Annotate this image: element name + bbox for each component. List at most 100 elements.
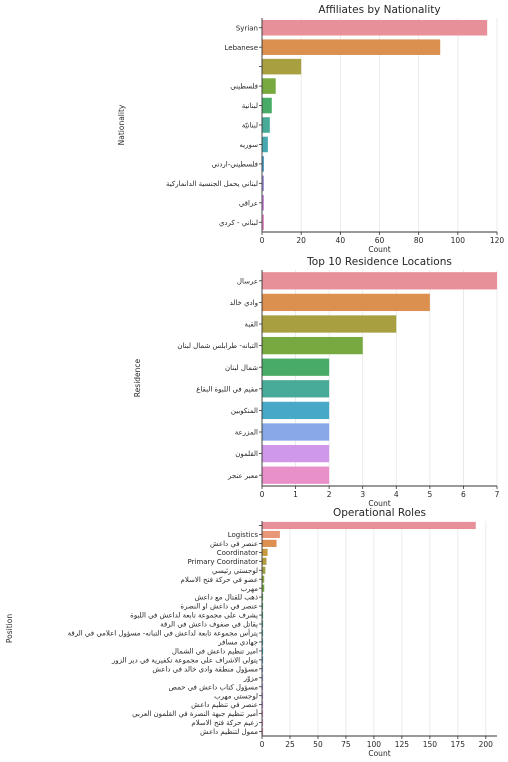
category-label: أمير تنظيم جبهة النصرة في القلمون العربي [132,709,258,718]
bar [262,175,264,192]
bar [262,647,264,655]
category-label: لبناني يحمل الجنسية الدانماركية [166,180,258,188]
x-tick-label: 7 [495,490,500,499]
category-label: معبر عنجر [227,472,258,480]
category-label: جهادي مسافر [217,639,258,647]
category-label: يشرف على مجموعة تابعة لداعش في اللبوة [130,612,258,620]
category-label: شمال لبنان [225,364,258,372]
category-label: مزوّر [243,674,259,682]
category-label: Syrian [236,24,258,32]
category-label: يقاتل في صفوف داعش في الرقة [160,621,258,629]
category-label: زعيم حركة فتح الاسلام [191,719,258,727]
y-axis-label: Position [5,614,14,643]
bar [262,656,264,664]
bar [262,710,264,718]
bar [262,683,264,691]
x-tick-label: 120 [490,236,505,245]
x-tick-label: 175 [451,740,466,749]
bar [262,423,330,441]
category-label: فلسطيني [230,83,258,91]
bar [262,336,363,355]
x-tick-label: 2 [327,490,332,499]
category-label: ممول لتنظيم داعش [200,728,258,736]
category-label: عراقي [239,199,258,207]
bar [262,444,330,463]
bar [262,539,277,547]
x-tick-label: 6 [461,490,466,499]
category-label: وادي خالد [230,299,258,307]
category-label: Logistics [228,531,259,539]
x-tick-label: 0 [260,236,265,245]
category-label: مهرب [241,585,259,593]
category-label: مسؤول كتاب داعش في حمص [169,683,259,691]
category-label: لبنانية [242,102,258,110]
bar [262,19,488,36]
chart-1: Syrian Lebanese فلسطيني لبنانية لبنانيّة سوري… [117,4,504,254]
y-axis-label: Nationality [117,104,126,145]
category-label: عنصر في تنظيم داعش [191,701,258,709]
bar [262,692,264,700]
category-label: عنصر في داعش او النصرة [180,603,258,611]
bar [262,557,267,565]
x-tick-label: 4 [394,490,399,499]
chart-title: Operational Roles [333,507,426,519]
x-tick-label: 50 [313,740,323,749]
bar [262,701,264,709]
x-tick-label: 20 [296,236,306,245]
bar [262,195,264,211]
bar [262,602,264,610]
bar [262,727,264,736]
chart-title: Affiliates by Nationality [318,4,440,16]
chart-2: عرسال وادي خالد القبة التبانه- طرابلس شمال … [133,256,500,508]
bar [262,575,265,583]
category-label: يتولى الاشراف على مجموعة تكفيرية في دير … [111,656,258,664]
category-label: امير تنظيم داعش في الشمال [172,647,258,655]
x-axis-label: Count [368,749,390,758]
category-label: Coordinator [217,549,258,557]
bar [262,593,264,601]
bar [262,521,476,530]
bar [262,156,264,172]
x-tick-label: 75 [341,740,351,749]
x-tick-label: 40 [336,236,346,245]
bar [262,272,497,290]
x-axis-label: Count [368,499,390,508]
category-label: Primary Coordinator [187,558,258,566]
bar [262,97,272,114]
category-label: المنكوبين [231,407,258,415]
category-label: Lebanese [224,44,258,52]
bar [262,548,268,556]
x-tick-label: 0 [260,490,265,499]
x-tick-label: 5 [427,490,432,499]
bar [262,117,270,133]
category-label: القبة [245,321,259,329]
category-label: لوجستي مهرب [214,692,258,700]
category-label: عنصر في داعش [210,540,258,548]
category-label: لبنانيّة [242,121,258,129]
bar [262,401,330,420]
bar [262,638,264,646]
category-label: مسؤول منطقة وادي خالد في داعش [152,665,258,673]
category-label: عرسال [237,277,258,285]
category-label: لوجستي رئيسي [212,567,258,575]
bar [262,674,264,682]
x-tick-label: 100 [451,236,466,245]
chart-title: Top 10 Residence Locations [306,256,452,268]
bar [262,58,302,75]
bar [262,315,397,333]
x-tick-label: 80 [414,236,424,245]
x-tick-label: 3 [360,490,365,499]
x-tick-label: 150 [423,740,438,749]
bar [262,629,264,637]
category-label: المزرعة [235,429,258,437]
category-label: التبانه- طرابلس شمال لبنان [177,342,258,350]
bar [262,584,265,592]
x-tick-label: 1 [293,490,298,499]
x-tick-label: 125 [395,740,410,749]
y-axis-label: Residence [133,358,142,397]
bar [262,611,264,619]
category-label: القلمون [235,450,258,458]
x-axis-label: Count [368,245,390,254]
bar [262,136,268,153]
